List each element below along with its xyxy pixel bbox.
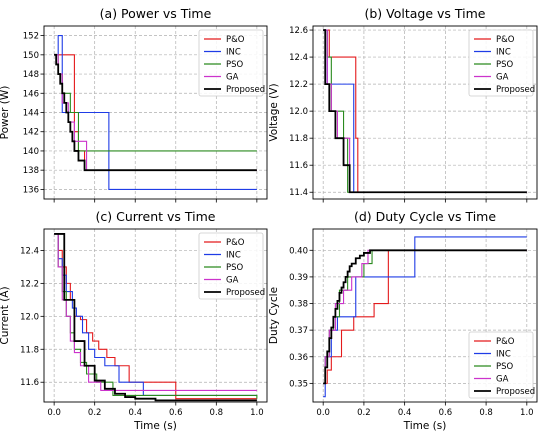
y-tick-label: 0.35 — [289, 379, 308, 389]
series-line-inc — [54, 35, 257, 190]
legend: P&O INC PSO GA Proposed — [468, 331, 535, 399]
y-tick-label: 11.6 — [289, 161, 308, 171]
y-tick-label: 12.4 — [289, 53, 308, 63]
legend-label-pando: P&O — [496, 35, 515, 45]
legend-label-ga: GA — [496, 375, 509, 385]
y-tick-label: 11.8 — [289, 134, 308, 144]
axes-frame — [312, 25, 538, 200]
legend-label-inc: INC — [496, 350, 511, 360]
y-tick-label: 150 — [23, 51, 39, 61]
legend-label-proposed: Proposed — [496, 85, 535, 95]
y-axis-label: Duty Cycle — [268, 287, 280, 344]
y-tick-label: 0.40 — [289, 246, 308, 256]
series-line-proposed — [323, 29, 527, 194]
y-tick-label: 11.6 — [20, 378, 39, 388]
legend-box — [468, 29, 534, 97]
x-tick-label: 0.0 — [316, 408, 330, 418]
chart-title: (c) Current vs Time — [96, 209, 216, 224]
legend: P&O INC PSO GA Proposed — [198, 232, 265, 300]
x-tick-label: 1.0 — [250, 408, 264, 418]
legend: P&O INC PSO GA Proposed — [468, 29, 535, 97]
y-tick-label: 12.0 — [289, 107, 308, 117]
x-tick-label: 0.8 — [479, 408, 493, 418]
axes-frame — [43, 228, 268, 403]
x-tick-label: 0.2 — [357, 408, 371, 418]
series-line-proposed — [54, 53, 257, 172]
legend-label-proposed: Proposed — [226, 288, 265, 298]
chart-title: (d) Duty Cycle vs Time — [354, 209, 496, 224]
y-tick-label: 0.36 — [289, 353, 308, 363]
legend-label-inc: INC — [226, 251, 241, 261]
legend-label-ga: GA — [496, 73, 509, 83]
legend-label-inc: INC — [496, 48, 511, 58]
legend-label-pso: PSO — [496, 60, 514, 70]
legend-label-proposed: Proposed — [226, 85, 265, 95]
x-tick-label: 0.0 — [47, 408, 61, 418]
legend: P&O INC PSO GA Proposed — [198, 29, 265, 97]
y-tick-label: 140 — [23, 147, 39, 157]
y-tick-label: 11.4 — [289, 188, 308, 198]
chart-title: (a) Power vs Time — [100, 6, 212, 21]
y-tick-label: 0.37 — [289, 326, 308, 336]
x-tick-label: 0.6 — [169, 408, 183, 418]
series-line-proposed — [323, 249, 527, 385]
legend-box — [198, 232, 264, 300]
y-axis-label: Voltage (V) — [268, 83, 280, 141]
y-tick-label: 148 — [23, 70, 39, 80]
y-tick-label: 146 — [23, 89, 39, 99]
y-tick-label: 12.4 — [20, 246, 39, 256]
series-line-ga — [54, 233, 257, 392]
x-tick-label: 0.6 — [439, 408, 453, 418]
series-line-pando — [323, 249, 527, 384]
y-tick-label: 0.38 — [289, 300, 308, 310]
legend-label-pando: P&O — [226, 238, 245, 248]
y-tick-label: 12.2 — [289, 80, 308, 90]
x-tick-label: 0.2 — [88, 408, 102, 418]
legend-label-ga: GA — [226, 276, 239, 286]
series-line-pando — [323, 29, 527, 193]
y-tick-label: 144 — [23, 109, 39, 119]
x-tick-label: 0.4 — [128, 408, 142, 418]
legend-label-inc: INC — [226, 48, 241, 58]
chart-panel-3: 0.0 0.2 0.4 0.6 0.8 1.0 11.6 11.8 12.0 12.2 12.4 (c… — [0, 209, 268, 432]
legend-label-pso: PSO — [226, 60, 244, 70]
series-line-proposed — [54, 233, 257, 402]
y-tick-label: 11.8 — [20, 345, 39, 355]
y-tick-label: 12.6 — [289, 26, 308, 36]
y-tick-label: 12.2 — [20, 279, 39, 289]
legend-label-pando: P&O — [496, 337, 515, 347]
legend-box — [468, 331, 534, 399]
x-tick-label: 1.0 — [520, 408, 534, 418]
y-axis-label: Current (A) — [0, 286, 11, 344]
chart-panel-1: 136 138 140 142 144 146 148 150 152 (a) Power vs … — [0, 6, 268, 203]
y-axis-label: Power (W) — [0, 86, 11, 140]
chart-panel-2: 11.4 11.6 11.8 12.0 12.2 12.4 12.6 (b) Voltage … — [268, 6, 538, 203]
x-tick-label: 0.8 — [210, 408, 224, 418]
legend-label-proposed: Proposed — [496, 387, 535, 397]
y-tick-label: 136 — [23, 185, 39, 195]
x-axis-label: Time (s) — [133, 420, 177, 432]
y-tick-label: 138 — [23, 166, 39, 176]
legend-box — [198, 29, 264, 97]
legend-label-ga: GA — [226, 73, 239, 83]
x-axis-label: Time (s) — [403, 420, 447, 432]
y-tick-label: 12.0 — [20, 312, 39, 322]
axes-frame — [312, 228, 538, 403]
x-tick-label: 0.4 — [398, 408, 412, 418]
legend-label-pso: PSO — [496, 362, 514, 372]
legend-label-pando: P&O — [226, 35, 245, 45]
chart-panel-4: 0.0 0.2 0.4 0.6 0.8 1.0 0.35 0.36 0.37 0.38 0.39 0.… — [268, 209, 538, 432]
y-tick-label: 152 — [23, 32, 39, 42]
legend-label-pso: PSO — [226, 263, 244, 273]
y-tick-label: 0.39 — [289, 273, 308, 283]
y-tick-label: 142 — [23, 128, 39, 138]
chart-title: (b) Voltage vs Time — [365, 6, 486, 21]
